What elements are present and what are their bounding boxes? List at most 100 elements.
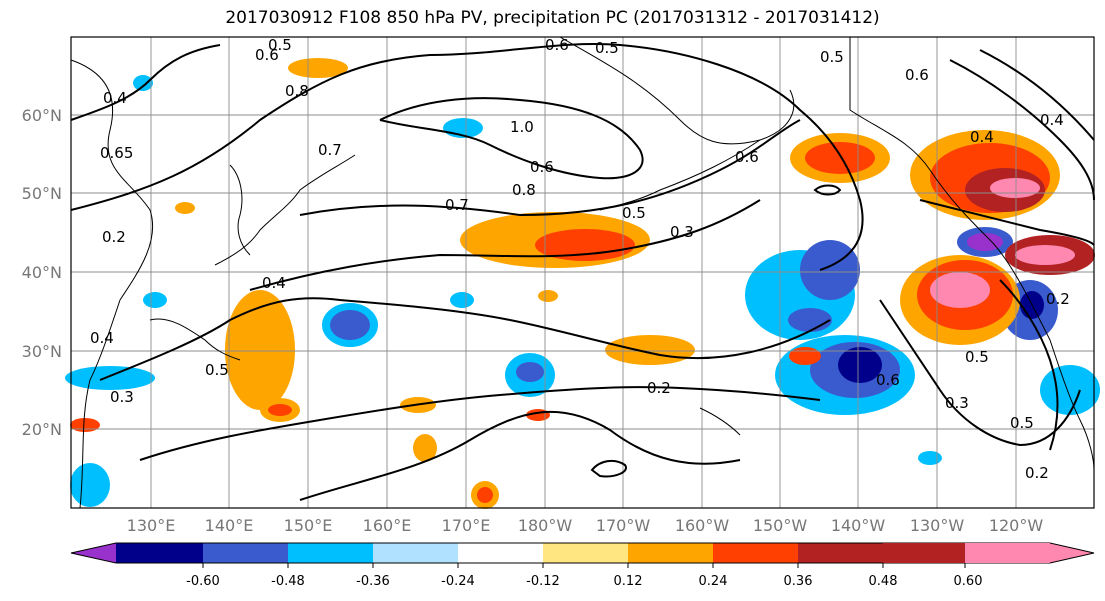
contour-label: 0.8 [285,82,309,100]
lon-label: 170°W [596,516,651,535]
pv-contour [813,184,842,196]
lon-label: 140°E [205,516,254,535]
colorbar-label: -0.60 [186,574,220,589]
lat-label: 50°N [22,184,62,203]
precip-neg-region [143,292,167,308]
contour-label: 0.6 [905,66,929,84]
colorbar-label: 0.24 [699,574,728,589]
pv-contour [919,199,1095,246]
latitude-labels: 60°N 50°N 40°N 30°N 20°N [22,106,62,439]
precip-pos-region [990,178,1040,198]
colorbar-segment [965,543,1050,563]
colorbar-label: -0.24 [441,574,475,589]
colorbar-labels: -0.60 -0.48 -0.36 -0.24 -0.12 0.12 0.24 … [186,574,982,589]
colorbar-label: 0.60 [954,574,983,589]
precip-pos-region [605,335,695,365]
pv-contour [139,386,821,461]
contour-label: 0.2 [1025,464,1049,482]
lat-label: 40°N [22,263,62,282]
precip-pos-region [535,229,635,261]
precip-pos-region [1015,245,1075,265]
colorbar-label: -0.12 [526,574,560,589]
map-title: 2017030912 F108 850 hPa PV, precipitatio… [225,8,880,28]
contour-label: 0.6 [876,371,900,389]
colorbar-label: 0.36 [784,574,813,589]
colorbar-segment [116,543,203,563]
precip-pos-region [70,418,100,432]
lon-label: 130°W [910,516,965,535]
contour-label: 0.65 [100,144,133,162]
contour-label: 0.7 [445,196,469,214]
precip-neg-region [967,233,1003,251]
colorbar-ticks [202,563,966,568]
precip-neg-region [70,463,110,507]
north-america-coastline [849,37,1095,471]
colorbar-segment [543,543,628,563]
colorbar-segment [798,543,883,563]
contour-label: 0.2 [647,379,671,397]
lon-label: 160°W [675,516,730,535]
lat-label: 30°N [22,342,62,361]
precip-pos-region [805,142,875,174]
asia-coastline [70,59,154,509]
lon-label: 150°W [753,516,808,535]
lat-label: 20°N [22,420,62,439]
contour-label: 0.4 [1040,111,1064,129]
precip-pos-region [175,202,195,214]
contour-label: 0.5 [268,36,292,54]
precip-neg-region [1040,365,1100,415]
contour-label: 0.6 [545,36,569,54]
lon-label: 180°W [518,516,573,535]
precip-neg-region [330,310,370,340]
sakhalin-coastline [229,164,251,256]
pv-contour [590,459,627,478]
contour-label: 0.7 [318,141,342,159]
lon-label: 130°E [127,516,176,535]
colorbar-label: 0.12 [614,574,643,589]
colorbar-label: -0.48 [271,574,305,589]
colorbar-segment [713,543,798,563]
hawaii-islands [699,407,741,436]
lat-label: 60°N [22,106,62,125]
precip-pos-region [789,347,821,365]
contour-label: 0.4 [103,89,127,107]
lon-label: 120°W [989,516,1044,535]
contour-label: 0.6 [255,46,279,64]
contour-label: 0.3 [670,223,694,241]
colorbar-outline [70,542,1095,564]
colorbar-segment [628,543,713,563]
precip-pos-region [930,272,990,308]
contour-label: 0.3 [945,394,969,412]
colorbar-segment [458,543,543,563]
precip-neg-region [516,362,544,382]
colorbar-label: 0.48 [869,574,898,589]
contour-label: 0.5 [205,361,229,379]
precip-neg-region [450,292,474,308]
japan-kuril-coastline [214,154,356,266]
contour-label: 0.5 [965,348,989,366]
contour-label: 0.2 [102,228,126,246]
contour-label: 0.4 [90,329,114,347]
map-panel: 0.5 0.6 0.5 0.6 0.4 0.8 0.7 1.0 0.6 0.8 … [65,36,1100,509]
contour-label: 0.5 [595,39,619,57]
contour-label: 0.5 [622,204,646,222]
colorbar-label: -0.36 [356,574,390,589]
colorbar-segment [288,543,373,563]
precip-pos-region [288,58,348,78]
contour-label: 0.5 [1010,414,1034,432]
map-frame [70,36,1095,509]
japan-south-coastline [149,318,241,361]
pv-contour [99,297,831,381]
colorbar-segment [203,543,288,563]
contour-label: 0.4 [970,128,994,146]
pv-contour [70,42,864,271]
colorbar-segment [883,543,965,563]
precip-neg-region [788,308,832,332]
lon-label: 160°E [363,516,412,535]
pv-contour [979,49,1095,141]
lon-label: 170°E [442,516,491,535]
pv-contour [999,279,1059,451]
coastlines [70,36,1095,509]
colorbar-arrow-max [1050,543,1094,563]
